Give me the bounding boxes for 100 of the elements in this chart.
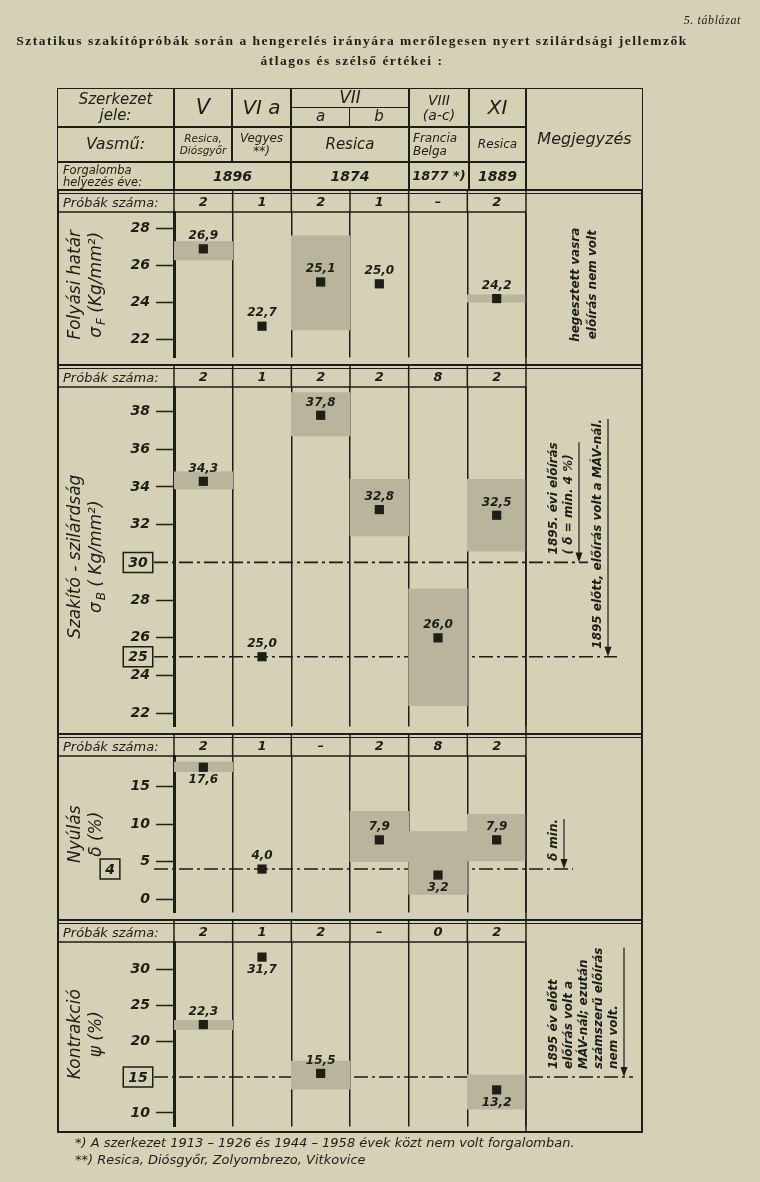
data-label: 24,2 — [481, 277, 512, 292]
data-label: 37,8 — [305, 394, 336, 409]
point — [198, 1019, 208, 1030]
y-axis-title: Nyúlás δ (%) — [64, 805, 106, 864]
x-axis-title: Próbák száma: — [63, 195, 159, 211]
x-tick-label: 1 — [257, 193, 267, 209]
y-tick-label: 26 — [130, 628, 151, 645]
point — [198, 244, 208, 254]
x-tick-label: 2 — [492, 923, 502, 939]
x-axis-title: Próbák száma: — [63, 739, 159, 755]
x-tick-label: – — [376, 923, 383, 939]
y-tick-label: 20 — [130, 1031, 151, 1048]
point — [492, 1085, 502, 1095]
data-label: 7,9 — [486, 819, 508, 834]
y-tick-label: 32 — [130, 515, 150, 532]
bar — [349, 479, 409, 537]
text: *) A szerkezet 1913 – 1926 és 1944 – 1958 évek közt nem volt forgalomban. — [75, 1135, 575, 1150]
y-tick-label: 30 — [130, 959, 151, 976]
x-tick-label: 1 — [374, 193, 384, 209]
point — [257, 321, 267, 331]
point — [374, 279, 384, 289]
x-tick-label: – — [317, 737, 324, 753]
text: Vegyes **) — [239, 130, 284, 158]
data-label: 26,0 — [423, 617, 453, 632]
data-label: 3,2 — [427, 880, 449, 895]
text: VI a — [242, 95, 281, 119]
y-tick-label: 34 — [130, 477, 150, 494]
x-tick-label: 2 — [198, 368, 208, 384]
text: **) Resica, Diósgyőr, Zolyombrezo, Vitkovice — [75, 1152, 366, 1167]
point — [257, 652, 267, 662]
y-tick-label: 24 — [130, 666, 150, 683]
point — [433, 633, 443, 643]
y-tick-label: 10 — [130, 814, 151, 831]
x-tick-label: 2 — [198, 737, 208, 753]
point — [492, 293, 502, 304]
data-label: 25,0 — [247, 635, 277, 650]
point — [257, 864, 267, 874]
x-tick-label: 2 — [316, 923, 326, 939]
text: VIII (a-c) — [422, 91, 456, 123]
text: Megjegyzés — [537, 128, 632, 148]
annotation: 1895 év előtt előírás volt a MÁV-nál; ezután számszerű előírás nem volt. — [545, 947, 620, 1069]
text: V — [195, 95, 211, 120]
text: VII — [339, 87, 361, 108]
text: 1877 *) — [412, 168, 466, 184]
data-label: 32,5 — [481, 494, 512, 509]
data-label: 17,6 — [188, 772, 219, 787]
y-tick-label: 10 — [130, 1103, 151, 1120]
point — [316, 277, 326, 287]
bar — [408, 588, 468, 707]
y-tick-label: 22 — [130, 703, 150, 720]
point — [433, 870, 443, 880]
point — [374, 505, 384, 515]
point — [374, 835, 384, 845]
x-tick-label: 2 — [374, 368, 384, 384]
text: Resica, Diósgyőr — [179, 132, 227, 156]
x-tick-label: – — [434, 193, 442, 209]
point — [316, 1068, 326, 1078]
x-tick-label: 2 — [198, 923, 208, 939]
bar — [467, 479, 526, 552]
text: Forgalomba helyezés éve: — [63, 162, 143, 189]
x-tick-label: 2 — [492, 368, 502, 384]
y-tick-label: 24 — [130, 292, 150, 309]
data-label: 15,5 — [305, 1052, 336, 1067]
y-tick-label: 0 — [140, 889, 151, 906]
y-tick-label: 36 — [130, 439, 151, 456]
x-axis-title: Próbák száma: — [63, 370, 159, 386]
text: Resica — [477, 137, 518, 152]
y-tick-label: 26 — [130, 256, 151, 273]
y-tick-label: 28 — [130, 219, 151, 236]
x-axis-title: Próbák száma: — [63, 925, 159, 941]
data-label: 22,3 — [188, 1003, 219, 1018]
bar — [291, 392, 351, 437]
x-tick-label: 2 — [492, 193, 502, 209]
data-label: 26,9 — [188, 228, 219, 243]
data-label: 22,7 — [247, 305, 278, 320]
text: Vasmű: — [85, 134, 146, 154]
text: Szerkezet jele: — [78, 89, 153, 124]
text: Francia Belga — [413, 130, 458, 158]
x-tick-label: 8 — [433, 368, 443, 384]
bar — [467, 1074, 526, 1110]
data-label: 34,3 — [188, 460, 219, 475]
text: Resica — [325, 134, 375, 153]
data-label: 32,8 — [364, 488, 395, 503]
point — [257, 952, 267, 962]
chart-title: Sztatikus szakítópróbák során a hengerelés irányára merőlegesen nyert szilárdsági jellemzők átlagos és szélső értékei : — [15, 32, 689, 70]
x-tick-label: 1 — [257, 368, 267, 384]
x-tick-label: 2 — [374, 737, 384, 753]
point — [198, 476, 208, 486]
text: 1889 — [478, 167, 517, 184]
text: a — [315, 107, 326, 126]
y-tick-label: 22 — [130, 329, 150, 346]
y-tick-label: 38 — [130, 402, 151, 419]
annotation: 1895 előtt, előírás volt a MÁV-nál. — [588, 419, 604, 649]
text: 5. táblázat — [683, 13, 741, 28]
y-axis-title: Kontrakció ψ (%) — [64, 989, 106, 1080]
annotation: δ min. — [545, 818, 560, 862]
text: hegesztett vasra előírás nem volt — [568, 227, 600, 342]
text: 1896 — [213, 167, 252, 184]
x-tick-label: 0 — [433, 923, 443, 939]
x-tick-label: 8 — [433, 737, 443, 753]
